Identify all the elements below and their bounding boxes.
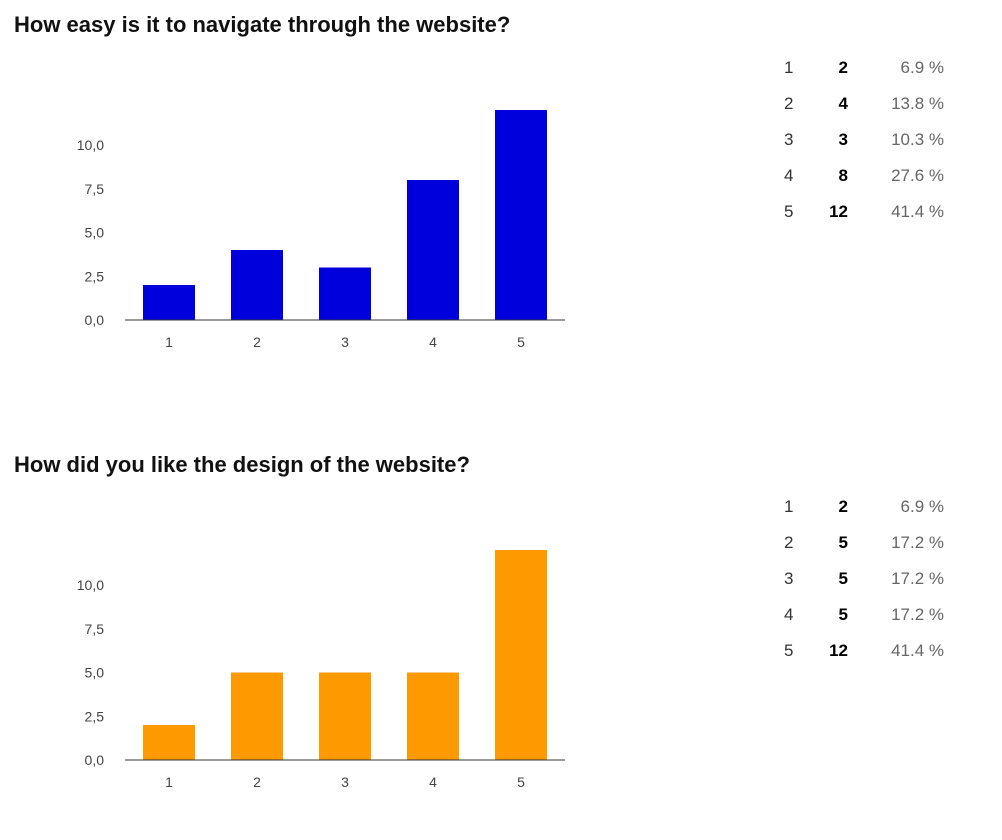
summary-option: 2: [784, 94, 794, 113]
x-tick-label: 4: [429, 774, 437, 790]
summary-count: 5: [838, 569, 848, 588]
bar: [319, 672, 371, 760]
summary-option: 1: [784, 58, 794, 77]
summary-count: 8: [838, 166, 848, 185]
x-tick-label: 3: [341, 334, 349, 350]
summary-option: 1: [784, 497, 794, 516]
x-tick-label: 4: [429, 334, 437, 350]
summary-count: 2: [838, 58, 848, 77]
bar: [495, 550, 547, 760]
x-tick-label: 5: [517, 774, 525, 790]
summary-row: 1 2 6.9 %: [770, 489, 944, 525]
bar-chart: 0,0 2,5 5,0 7,5 10,0 1 2 3 4 5: [77, 550, 565, 790]
summary-row: 1 2 6.9 %: [770, 50, 944, 86]
summary-row: 3 3 10.3 %: [770, 122, 944, 158]
summary-percent: 41.4 %: [891, 202, 944, 221]
bar: [495, 110, 547, 320]
question-navigation: How easy is it to navigate through the w…: [0, 0, 1002, 400]
y-tick-label: 7,5: [85, 181, 105, 197]
bar: [143, 285, 195, 320]
summary-row: 2 4 13.8 %: [770, 86, 944, 122]
question-design: How did you like the design of the websi…: [0, 440, 1002, 840]
response-summary-table: 1 2 6.9 % 2 4 13.8 % 3 3 10.3 % 4 8 27.6 % 5 12 41.4 %: [770, 50, 944, 230]
response-summary-table: 1 2 6.9 % 2 5 17.2 % 3 5 17.2 % 4 5 17.2 % 5 12 41.4 %: [770, 489, 944, 669]
x-tick-label: 3: [341, 774, 349, 790]
summary-count: 5: [838, 605, 848, 624]
summary-row: 2 5 17.2 %: [770, 525, 944, 561]
summary-percent: 10.3 %: [891, 130, 944, 149]
summary-row: 4 8 27.6 %: [770, 158, 944, 194]
y-tick-label: 5,0: [85, 225, 105, 241]
summary-row: 5 12 41.4 %: [770, 633, 944, 669]
summary-percent: 6.9 %: [900, 58, 944, 77]
summary-count: 4: [838, 94, 848, 113]
summary-row: 5 12 41.4 %: [770, 194, 944, 230]
summary-option: 5: [784, 202, 794, 221]
bar: [407, 180, 459, 320]
summary-percent: 17.2 %: [891, 533, 944, 552]
x-tick-label: 5: [517, 334, 525, 350]
summary-count: 5: [838, 533, 848, 552]
x-tick-label: 2: [253, 774, 261, 790]
x-tick-label: 2: [253, 334, 261, 350]
y-tick-label: 2,5: [85, 708, 105, 724]
y-tick-label: 0,0: [85, 312, 105, 328]
summary-option: 2: [784, 533, 794, 552]
bar: [231, 250, 283, 320]
summary-percent: 6.9 %: [900, 497, 944, 516]
bar: [407, 672, 459, 760]
summary-percent: 13.8 %: [891, 94, 944, 113]
y-tick-label: 10,0: [77, 577, 104, 593]
x-tick-label: 1: [165, 334, 173, 350]
bar: [143, 725, 195, 760]
summary-count: 12: [829, 202, 848, 221]
summary-option: 5: [784, 641, 794, 660]
summary-percent: 41.4 %: [891, 641, 944, 660]
bar: [319, 267, 371, 320]
summary-count: 2: [838, 497, 848, 516]
summary-count: 12: [829, 641, 848, 660]
summary-percent: 17.2 %: [891, 605, 944, 624]
y-tick-label: 10,0: [77, 137, 104, 153]
y-tick-label: 7,5: [85, 621, 105, 637]
summary-option: 3: [784, 569, 794, 588]
bar: [231, 672, 283, 760]
bar-chart: 0,0 2,5 5,0 7,5 10,0 1 2 3 4 5: [77, 110, 565, 350]
y-tick-label: 0,0: [85, 752, 105, 768]
summary-option: 4: [784, 166, 794, 185]
summary-percent: 17.2 %: [891, 569, 944, 588]
y-tick-label: 2,5: [85, 268, 105, 284]
summary-percent: 27.6 %: [891, 166, 944, 185]
y-tick-label: 5,0: [85, 665, 105, 681]
summary-count: 3: [838, 130, 848, 149]
summary-option: 3: [784, 130, 794, 149]
summary-row: 4 5 17.2 %: [770, 597, 944, 633]
question-title: How easy is it to navigate through the w…: [14, 12, 511, 37]
question-title: How did you like the design of the websi…: [14, 452, 470, 477]
summary-option: 4: [784, 605, 794, 624]
x-tick-label: 1: [165, 774, 173, 790]
summary-row: 3 5 17.2 %: [770, 561, 944, 597]
